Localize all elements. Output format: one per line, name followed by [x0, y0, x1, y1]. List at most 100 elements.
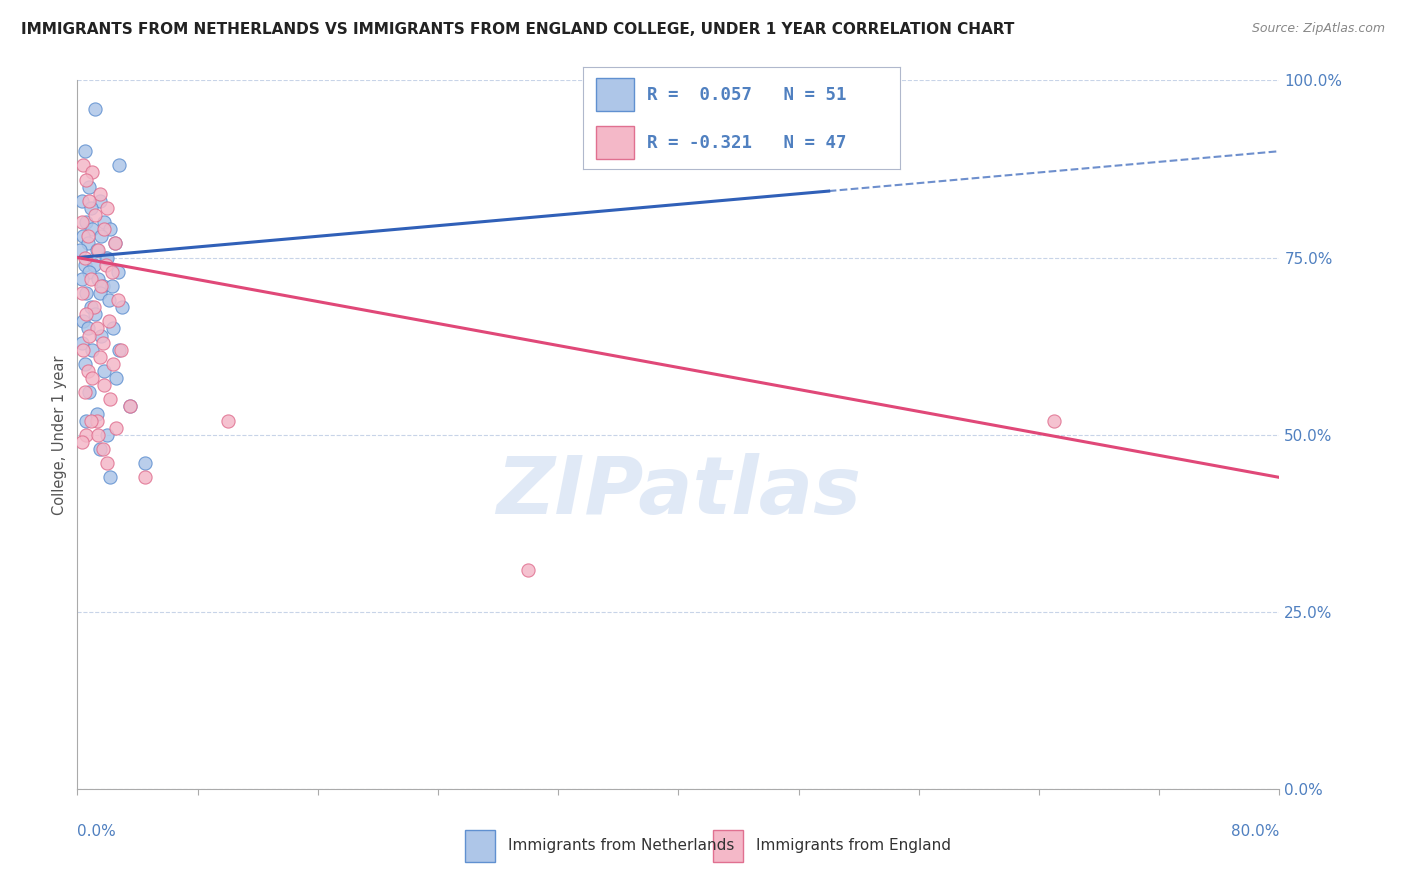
- Point: [517, 563, 540, 577]
- Point: [100, 392, 122, 407]
- Point: [82, 343, 104, 357]
- Point: [91, 335, 114, 350]
- Point: [96, 428, 118, 442]
- Point: [75, 285, 97, 300]
- Point: [73, 385, 96, 400]
- Bar: [465, 830, 495, 863]
- Point: [86, 407, 108, 421]
- Point: [91, 279, 114, 293]
- Point: [79, 385, 101, 400]
- Point: [91, 442, 114, 456]
- Point: [70, 215, 93, 229]
- Point: [93, 364, 115, 378]
- Point: [72, 343, 94, 357]
- Point: [105, 421, 128, 435]
- Point: [87, 428, 110, 442]
- Point: [82, 371, 104, 385]
- Point: [75, 307, 97, 321]
- Point: [111, 300, 134, 314]
- Point: [97, 314, 120, 328]
- Point: [107, 265, 129, 279]
- Point: [69, 244, 91, 258]
- Point: [103, 321, 125, 335]
- Point: [105, 371, 128, 385]
- Point: [70, 285, 93, 300]
- Point: [80, 414, 103, 428]
- Text: 80.0%: 80.0%: [1232, 824, 1279, 838]
- Point: [217, 414, 239, 428]
- Point: [75, 414, 97, 428]
- Point: [76, 321, 98, 335]
- Point: [72, 314, 94, 328]
- Point: [80, 300, 103, 314]
- Point: [70, 434, 93, 449]
- Point: [76, 229, 98, 244]
- Point: [89, 194, 111, 208]
- Point: [84, 102, 107, 116]
- Point: [96, 201, 118, 215]
- Bar: [596, 78, 634, 111]
- Point: [118, 400, 141, 414]
- Point: [80, 201, 103, 215]
- Point: [100, 222, 122, 236]
- Point: [87, 244, 110, 258]
- Point: [73, 357, 96, 371]
- Point: [79, 328, 101, 343]
- Point: [107, 293, 129, 307]
- Text: ZIPatlas: ZIPatlas: [496, 452, 860, 531]
- Point: [89, 442, 111, 456]
- Point: [108, 343, 131, 357]
- Text: IMMIGRANTS FROM NETHERLANDS VS IMMIGRANTS FROM ENGLAND COLLEGE, UNDER 1 YEAR COR: IMMIGRANTS FROM NETHERLANDS VS IMMIGRANT…: [21, 22, 1015, 37]
- Point: [103, 357, 125, 371]
- Point: [86, 414, 108, 428]
- Text: Source: ZipAtlas.com: Source: ZipAtlas.com: [1251, 22, 1385, 36]
- Bar: [596, 127, 634, 159]
- Point: [86, 244, 108, 258]
- Point: [90, 328, 112, 343]
- Point: [73, 251, 96, 265]
- Text: Immigrants from England: Immigrants from England: [756, 838, 950, 853]
- Point: [87, 272, 110, 286]
- Point: [80, 272, 103, 286]
- Point: [79, 179, 101, 194]
- Point: [70, 194, 93, 208]
- Point: [90, 279, 112, 293]
- Point: [89, 285, 111, 300]
- Point: [93, 215, 115, 229]
- Point: [101, 279, 124, 293]
- Point: [89, 186, 111, 201]
- Point: [110, 343, 132, 357]
- Point: [108, 158, 131, 172]
- Point: [90, 229, 112, 244]
- Point: [104, 236, 127, 251]
- Point: [96, 456, 118, 470]
- Point: [79, 265, 101, 279]
- Point: [1043, 414, 1066, 428]
- Point: [82, 222, 104, 236]
- Point: [94, 258, 117, 272]
- Point: [70, 335, 93, 350]
- Text: Immigrants from Netherlands: Immigrants from Netherlands: [508, 838, 734, 853]
- Point: [89, 350, 111, 364]
- Point: [84, 307, 107, 321]
- Point: [84, 208, 107, 222]
- Point: [75, 428, 97, 442]
- Point: [76, 364, 98, 378]
- Point: [101, 265, 124, 279]
- Point: [86, 321, 108, 335]
- Y-axis label: College, Under 1 year: College, Under 1 year: [52, 355, 67, 515]
- Point: [97, 293, 120, 307]
- Point: [75, 172, 97, 186]
- Point: [75, 215, 97, 229]
- Point: [134, 456, 156, 470]
- Point: [82, 165, 104, 179]
- Point: [70, 272, 93, 286]
- Point: [104, 236, 127, 251]
- Point: [93, 222, 115, 236]
- Point: [73, 145, 96, 159]
- Text: R = -0.321   N = 47: R = -0.321 N = 47: [647, 134, 846, 152]
- Point: [72, 158, 94, 172]
- Point: [94, 251, 117, 265]
- Point: [83, 300, 105, 314]
- Text: R =  0.057   N = 51: R = 0.057 N = 51: [647, 86, 846, 103]
